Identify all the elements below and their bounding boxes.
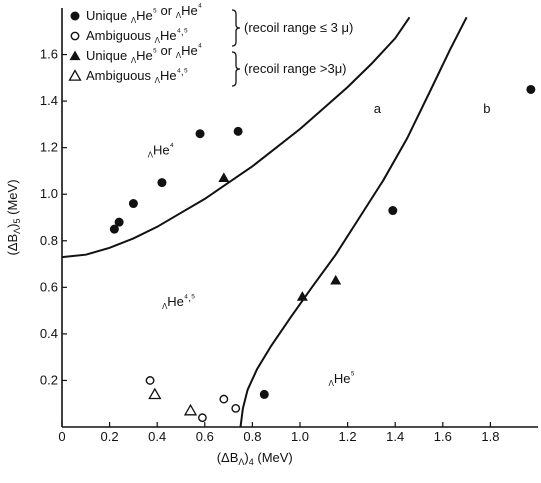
x-tick-label: 0.6	[196, 429, 214, 444]
data-point-filled-circle	[195, 129, 205, 139]
y-tick-label: 0.6	[40, 279, 58, 294]
x-tick-label: 1.0	[291, 429, 309, 444]
legend-marker-filled-circle	[70, 11, 80, 21]
region-label: ΛHe⁴,⁵	[162, 293, 195, 311]
legend-entry: Ambiguous ΛHe⁴,⁵	[86, 27, 188, 45]
x-axis-label: (ΔBΛ)4 (MeV)	[217, 450, 293, 467]
data-points	[109, 84, 536, 423]
curve-b	[239, 16, 468, 428]
ticks: 0 0.2 0.4 0.6 0.8 1.0 1.2 1.4 1.6 1.8 0.2 0.4 0.6 0.8…	[40, 47, 500, 444]
legend-marker-open-triangle	[68, 69, 82, 81]
data-point-open-circle	[145, 376, 155, 385]
x-tick-label: 0.8	[243, 429, 261, 444]
data-point-open-circle	[198, 413, 207, 423]
data-point-filled-circle	[233, 126, 243, 136]
data-point-filled-circle	[157, 178, 167, 188]
legend-entry: Ambiguous ΛHe⁴,⁵	[86, 67, 188, 85]
x-tick-label: 1.2	[339, 429, 357, 444]
y-tick-label: 1.0	[40, 186, 58, 201]
x-tick-label: 1.4	[386, 429, 404, 444]
legend-entry: Unique ΛHe⁵ or ΛHe⁴	[86, 2, 202, 25]
legend-brace-bottom	[231, 51, 241, 87]
data-point-filled-circle	[526, 84, 536, 94]
data-point-open-circle	[219, 394, 229, 404]
y-tick-label: 0.8	[40, 233, 58, 248]
y-tick-label: 0.2	[40, 372, 58, 387]
legend-brace-top	[231, 9, 241, 47]
x-tick-label: 1.6	[434, 429, 452, 444]
x-tick-label: 0	[58, 429, 65, 444]
x-tick-label: 0.2	[101, 429, 119, 444]
curve-a	[61, 16, 411, 259]
legend-marker-open-circle	[70, 31, 80, 41]
legend-brace-label: (recoil range ≤ 3 μ)	[244, 20, 353, 35]
data-point-open-triangle	[148, 387, 162, 400]
curve-label-a: a	[374, 101, 382, 116]
y-tick-label: 1.6	[40, 47, 58, 62]
region-label: ΛHe⁵	[329, 370, 355, 388]
data-point-filled-triangle	[218, 172, 230, 183]
y-tick-label: 1.2	[40, 140, 58, 155]
data-point-filled-circle	[388, 206, 398, 216]
x-tick-label: 1.8	[481, 429, 499, 444]
data-point-filled-circle	[114, 217, 124, 227]
legend-marker-filled-triangle	[69, 50, 81, 61]
y-tick-label: 1.4	[40, 93, 58, 108]
y-axis-label: (ΔBΛ)5 (MeV)	[5, 179, 22, 255]
data-point-open-triangle	[183, 403, 198, 416]
data-point-filled-triangle	[296, 291, 308, 301]
data-point-filled-circle	[109, 224, 119, 234]
curve-label-b: b	[483, 101, 490, 116]
data-point-filled-triangle	[330, 274, 342, 285]
legend-brace-label: (recoil range >3μ)	[244, 61, 347, 76]
y-tick-label: 0.4	[40, 326, 58, 341]
chart-labels: (ΔBΛ)4 (MeV) (ΔBΛ)5 (MeV) a b ΛHe⁴ ΛHe⁴,⁵ ΛHe⁵	[5, 101, 490, 467]
boundary-curves	[61, 16, 468, 428]
region-label: ΛHe⁴	[148, 142, 174, 160]
x-tick-label: 0.4	[148, 429, 166, 444]
data-point-filled-circle	[128, 199, 138, 209]
legend-entry: Unique ΛHe⁵ or ΛHe⁴	[86, 42, 202, 65]
data-point-open-circle	[231, 403, 241, 413]
data-point-filled-circle	[259, 389, 269, 399]
